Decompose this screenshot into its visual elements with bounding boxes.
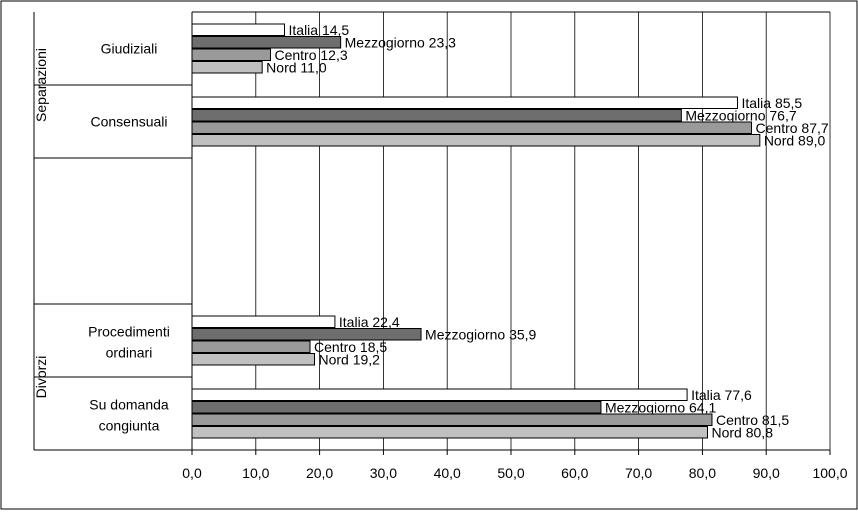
data-label: Nord 80,8 bbox=[712, 425, 774, 441]
data-label: Centro 12,3 bbox=[274, 47, 347, 63]
bar-mezzogiorno bbox=[191, 109, 682, 122]
category-label: ordinari bbox=[106, 345, 153, 361]
category-label: Consensuali bbox=[90, 114, 167, 130]
data-label: Centro 87,7 bbox=[756, 120, 829, 136]
x-tick-label: 80,0 bbox=[689, 465, 716, 481]
bar-centro bbox=[191, 121, 753, 134]
bar-mezzogiorno bbox=[191, 401, 602, 414]
bar-mezzogiorno bbox=[191, 36, 342, 49]
data-label: Centro 81,5 bbox=[716, 412, 789, 428]
bar-centro bbox=[191, 340, 311, 353]
data-label: Nord 19,2 bbox=[318, 352, 380, 368]
bar-italia bbox=[191, 96, 738, 109]
x-tick-label: 30,0 bbox=[370, 465, 397, 481]
bar-italia bbox=[191, 23, 286, 36]
x-tick-label: 100,0 bbox=[812, 465, 847, 481]
group-label: Divorzi bbox=[33, 356, 49, 399]
bar-italia bbox=[191, 315, 336, 328]
bar-mezzogiorno bbox=[191, 328, 422, 341]
x-tick-label: 40,0 bbox=[434, 465, 461, 481]
bar-nord bbox=[191, 353, 315, 366]
data-label: Italia 85,5 bbox=[741, 95, 802, 111]
bar-centro bbox=[191, 48, 271, 61]
x-tick-label: 60,0 bbox=[561, 465, 588, 481]
data-label: Mezzogiorno 23,3 bbox=[345, 35, 457, 51]
data-label: Mezzogiorno 64,1 bbox=[605, 400, 717, 416]
x-tick-label: 50,0 bbox=[497, 465, 524, 481]
data-label: Mezzogiorno 35,9 bbox=[425, 327, 537, 343]
bar-italia bbox=[191, 388, 688, 401]
bar-nord bbox=[191, 61, 263, 74]
bar-nord bbox=[191, 426, 709, 439]
data-label: Italia 77,6 bbox=[691, 387, 752, 403]
bar-centro bbox=[191, 413, 713, 426]
bar-nord bbox=[191, 134, 761, 147]
category-label: congiunta bbox=[99, 418, 160, 434]
data-label: Italia 14,5 bbox=[289, 22, 350, 38]
data-label: Nord 11,0 bbox=[266, 60, 327, 76]
category-label: Procedimenti bbox=[88, 324, 170, 340]
data-label: Italia 22,4 bbox=[339, 314, 400, 330]
data-label: Mezzogiorno 76,7 bbox=[685, 108, 797, 124]
category-label: Su domanda bbox=[89, 397, 169, 413]
x-tick-label: 90,0 bbox=[753, 465, 780, 481]
category-label: Giudiziali bbox=[101, 41, 158, 57]
data-label: Nord 89,0 bbox=[764, 133, 826, 149]
x-tick-label: 20,0 bbox=[306, 465, 333, 481]
data-label: Centro 18,5 bbox=[314, 339, 387, 355]
x-tick-label: 10,0 bbox=[242, 465, 269, 481]
x-tick-label: 70,0 bbox=[625, 465, 652, 481]
group-label: Separazioni bbox=[33, 48, 49, 122]
x-tick-label: 0,0 bbox=[182, 465, 202, 481]
